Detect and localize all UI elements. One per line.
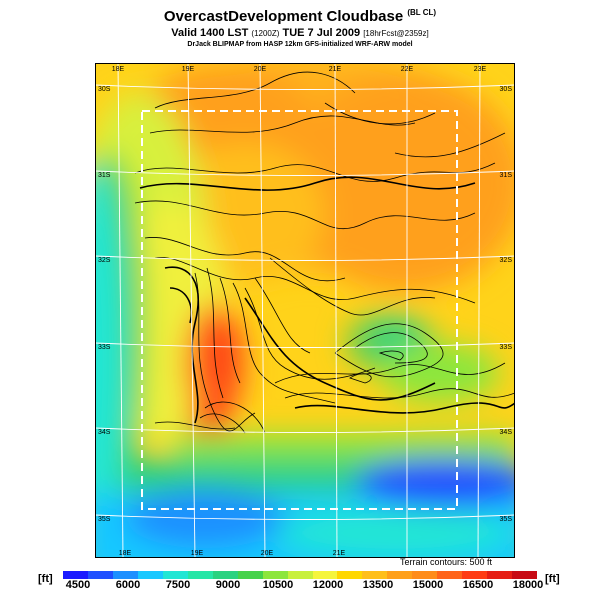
colorbar-label: 15000: [412, 579, 444, 591]
tick-label: 19E: [191, 550, 204, 557]
colorbar-swatch: [262, 571, 288, 579]
colorbar-swatch: [337, 571, 363, 579]
colorbar-swatch: [487, 571, 513, 579]
colorbar-label: 16500: [462, 579, 494, 591]
valid-time: Valid 1400 LST (1200Z) TUE 7 Jul 2009 [1…: [0, 27, 600, 39]
map-border: [95, 63, 515, 558]
colorbar-swatch: [362, 571, 388, 579]
colorbar-swatch: [437, 571, 463, 579]
colorbar-swatch: [287, 571, 313, 579]
colorbar-swatch: [512, 571, 538, 579]
colorbar-swatch: [462, 571, 488, 579]
colorbar-swatch: [137, 571, 163, 579]
tick-label: 31S: [98, 172, 111, 179]
colorbar-swatch: [63, 571, 88, 579]
tick-label: 22E: [401, 66, 414, 73]
tick-label: 18E: [119, 550, 132, 557]
tick-label: 30S: [500, 86, 513, 93]
tick-label: 34S: [98, 429, 111, 436]
unit-left: [ft]: [38, 573, 53, 585]
valid-extra: [18hrFcst@2359z]: [363, 29, 429, 38]
colorbar-swatch: [412, 571, 438, 579]
colorbar-label: 7500: [165, 579, 191, 591]
valid-date: TUE 7 Jul 2009: [282, 27, 361, 39]
terrain-contour-note: Terrain contours: 500 ft: [400, 557, 493, 567]
tick-label: 35S: [98, 516, 111, 523]
colorbar-label: 18000: [512, 579, 544, 591]
title-main-suffix: (BL CL): [407, 8, 437, 17]
tick-label: 35S: [500, 516, 513, 523]
unit-right: [ft]: [545, 573, 560, 585]
colorbar-label: 6000: [115, 579, 141, 591]
tick-label: 18E: [112, 66, 125, 73]
tick-label: 32S: [500, 257, 513, 264]
tick-label: 20E: [254, 66, 267, 73]
tick-label: 23E: [474, 66, 487, 73]
cloudbase-map: 18E 19E 20E 21E 22E 23E 18E 19E 20E 21E 30S 31S 32S 3…: [95, 63, 515, 558]
colorbar-swatch: [212, 571, 238, 579]
cloudbase-field: [95, 63, 515, 558]
colorbar-label: 4500: [65, 579, 91, 591]
tick-label: 30S: [98, 86, 111, 93]
colorbar-swatch: [162, 571, 188, 579]
tick-label: 32S: [98, 257, 111, 264]
inner-domain-box: [141, 110, 458, 510]
colorbar-swatch: [237, 571, 263, 579]
colorbar: [63, 571, 538, 579]
tick-label: 21E: [329, 66, 342, 73]
tick-label: 34S: [500, 429, 513, 436]
valid-label: Valid 1400 LST: [171, 27, 249, 39]
latlon-grid: [95, 63, 515, 558]
colorbar-swatch: [187, 571, 213, 579]
tick-label: 31S: [500, 172, 513, 179]
tick-label: 33S: [98, 344, 111, 351]
colorbar-swatch: [87, 571, 113, 579]
colorbar-swatch: [112, 571, 138, 579]
colorbar-swatch: [312, 571, 338, 579]
title-main: OvercastDevelopment Cloudbase: [163, 8, 404, 25]
tick-label: 21E: [333, 550, 346, 557]
colorbar-label: 10500: [262, 579, 294, 591]
colorbar-label: 9000: [215, 579, 241, 591]
colorbar-label: 12000: [312, 579, 344, 591]
colorbar-label: 13500: [362, 579, 394, 591]
bold-contours: [139, 176, 515, 424]
tick-label: 33S: [500, 344, 513, 351]
tick-labels: 18E 19E 20E 21E 22E 23E 18E 19E 20E 21E 30S 31S 32S 3…: [98, 66, 512, 557]
model-credit: DrJack BLIPMAP from HASP 12km GFS-initia…: [187, 41, 413, 48]
colorbar-swatch: [387, 571, 413, 579]
map-title: OvercastDevelopment Cloudbase (BL CL): [0, 8, 600, 25]
valid-code: (1200Z): [251, 29, 280, 38]
tick-label: 20E: [261, 550, 274, 557]
tick-label: 19E: [182, 66, 195, 73]
